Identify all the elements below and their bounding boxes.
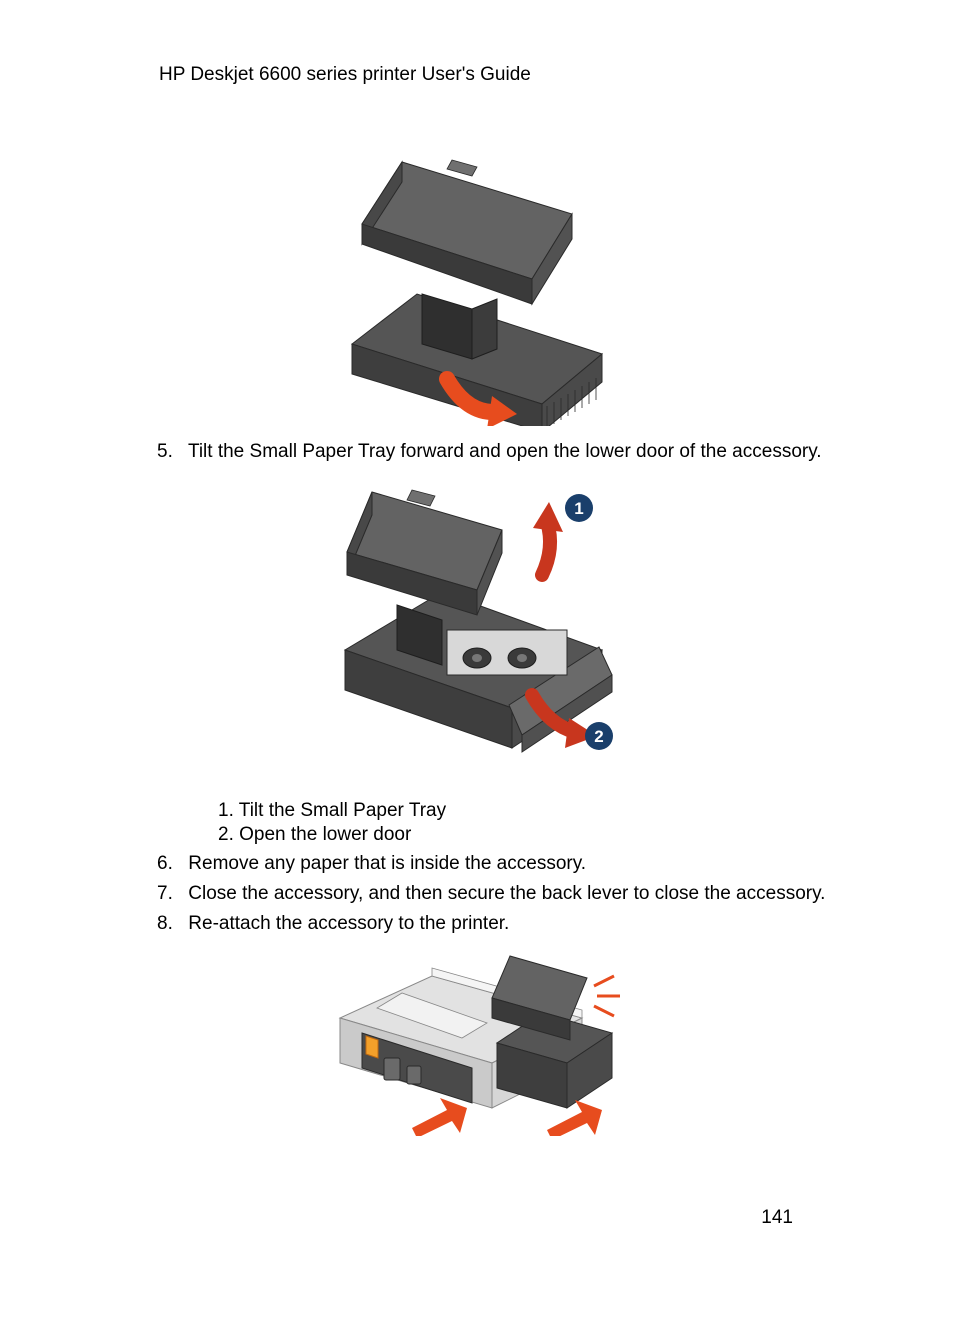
header-title: HP Deskjet 6600 series printer User's Gu…: [159, 64, 531, 85]
figure-reattach: [0, 948, 954, 1136]
step-7-text: Close the accessory, and then secure the…: [188, 883, 825, 904]
figure-2-svg: 1 2: [327, 480, 627, 768]
step-7-number: 7.: [157, 883, 183, 905]
svg-text:2: 2: [594, 727, 603, 746]
sublist-1-text: Tilt the Small Paper Tray: [239, 800, 446, 821]
step-8: 8. Re-attach the accessory to the printe…: [157, 913, 509, 935]
figure-1-svg: [322, 144, 632, 426]
sublist-1-number: 1.: [218, 800, 234, 821]
figure-tilt-open: 1 2: [0, 480, 954, 768]
step-6: 6. Remove any paper that is inside the a…: [157, 853, 586, 875]
step-5-text: Tilt the Small Paper Tray forward and op…: [188, 441, 822, 462]
step-6-number: 6.: [157, 853, 183, 875]
figure-3-svg: [322, 948, 632, 1136]
step-5-number: 5.: [157, 441, 183, 463]
sublist-2-number: 2.: [218, 824, 234, 845]
step-7: 7. Close the accessory, and then secure …: [157, 883, 825, 905]
page-number-value: 141: [761, 1207, 793, 1228]
sublist-2-text: Open the lower door: [239, 824, 411, 845]
step-8-text: Re-attach the accessory to the printer.: [188, 913, 509, 934]
step-5: 5. Tilt the Small Paper Tray forward and…: [157, 441, 822, 463]
svg-text:1: 1: [574, 499, 583, 518]
step-8-number: 8.: [157, 913, 183, 935]
sublist-item-1: 1. Tilt the Small Paper Tray: [218, 800, 446, 822]
document-header: HP Deskjet 6600 series printer User's Gu…: [159, 64, 531, 86]
figure-accessory-remove: [0, 144, 954, 426]
step-6-text: Remove any paper that is inside the acce…: [188, 853, 586, 874]
sublist-item-2: 2. Open the lower door: [218, 824, 446, 846]
page-number: 141: [761, 1207, 793, 1229]
figure-2-sublist: 1. Tilt the Small Paper Tray 2. Open the…: [218, 800, 446, 848]
